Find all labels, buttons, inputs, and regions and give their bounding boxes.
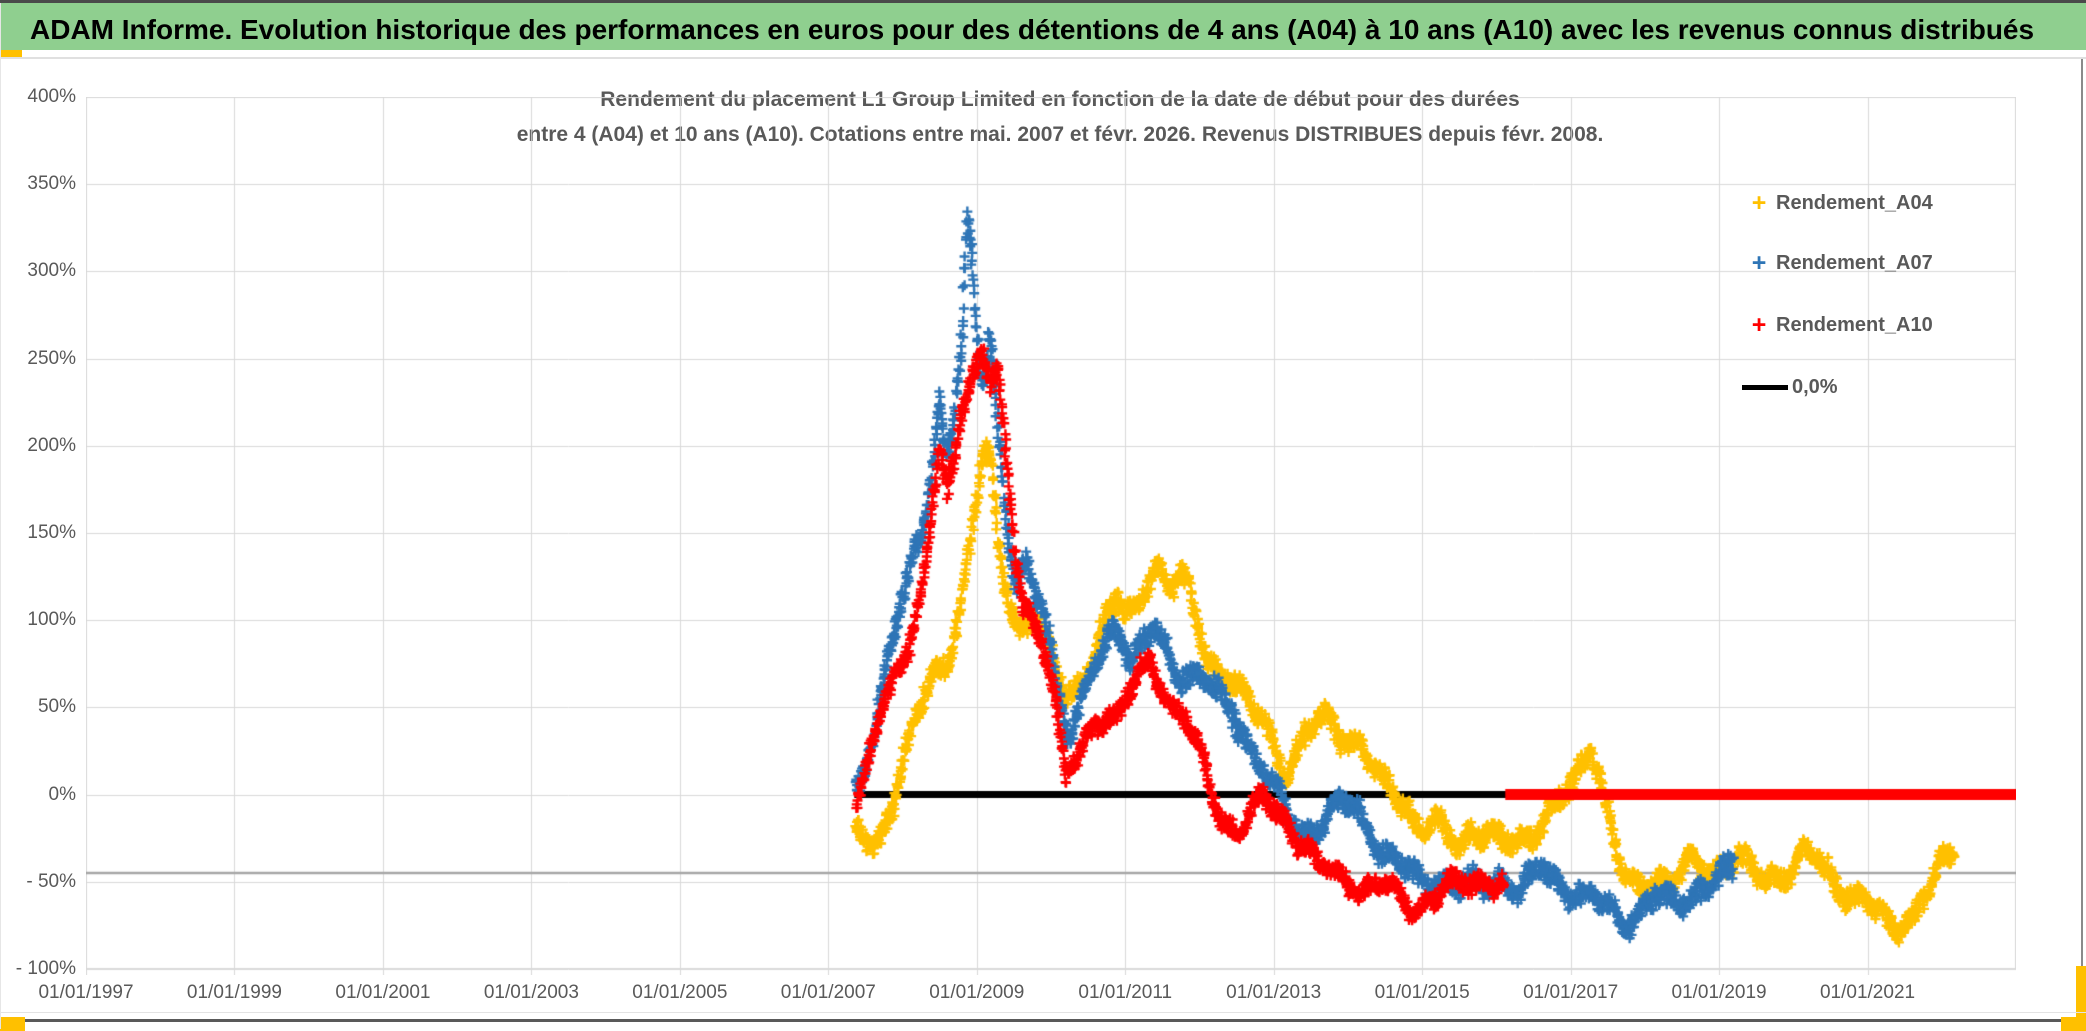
- window-top-edge: [0, 0, 2086, 3]
- gold-corner-tab: [0, 50, 22, 57]
- y-axis-label: 350%: [27, 173, 76, 195]
- plot-area[interactable]: [86, 97, 2016, 975]
- legend-label: Rendement_A07: [1776, 251, 1933, 274]
- plus-marker-icon: +: [1751, 311, 1767, 339]
- x-axis-label: 01/01/2013: [1226, 982, 1322, 1003]
- y-axis-label: - 100%: [15, 958, 76, 979]
- y-axis-label: - 50%: [26, 870, 76, 892]
- y-axis-label: 300%: [27, 260, 76, 282]
- x-axis-label: 01/01/2019: [1671, 982, 1767, 1003]
- y-axis-label: 400%: [27, 86, 76, 107]
- legend-label: Rendement_A10: [1776, 313, 1933, 336]
- plus-marker-icon: +: [1751, 249, 1767, 277]
- header-title: ADAM Informe. Evolution historique des p…: [30, 14, 2035, 45]
- y-axis-label: 0%: [48, 783, 76, 805]
- bottom-light-rule: [0, 1012, 2086, 1013]
- x-axis-label: 01/01/2011: [1078, 982, 1173, 1003]
- x-axis-label: 01/01/2015: [1374, 982, 1470, 1003]
- y-axis-label: 100%: [27, 609, 76, 631]
- y-axis-label: 50%: [37, 696, 76, 718]
- right-gold-bar: [2076, 966, 2086, 1031]
- x-axis-label: 01/01/2009: [929, 982, 1025, 1003]
- header-divider: [0, 57, 2086, 59]
- legend-item-a10[interactable]: + Rendement_A10: [1742, 310, 1933, 340]
- legend-label: Rendement_A04: [1776, 191, 1933, 214]
- header-bar: ADAM Informe. Evolution historique des p…: [0, 3, 2086, 50]
- y-axis-label: 200%: [27, 434, 76, 456]
- x-axis-label: 01/01/2021: [1819, 982, 1916, 1003]
- window-right-border: [2081, 59, 2083, 967]
- bottom-dark-rule: [25, 1019, 2063, 1022]
- window-left-edge: [0, 3, 1, 1029]
- bottom-right-gold-corner: [2061, 1017, 2086, 1031]
- x-axis-label: 01/01/2007: [780, 982, 876, 1003]
- x-axis-label: 01/01/2003: [483, 982, 579, 1003]
- x-axis-label: 01/01/2001: [335, 982, 431, 1003]
- y-axis-label: 150%: [27, 522, 76, 543]
- legend-label: 0,0%: [1792, 375, 1838, 398]
- x-axis-label: 01/01/1999: [186, 982, 282, 1003]
- x-axis-label: 01/01/2005: [632, 982, 728, 1003]
- x-axis-label: 01/01/2017: [1523, 982, 1619, 1003]
- y-axis-label: 250%: [27, 347, 76, 369]
- legend-item-a07[interactable]: + Rendement_A07: [1742, 248, 1933, 278]
- plus-marker-icon: +: [1751, 189, 1767, 217]
- x-axis-label: 01/01/1997: [38, 982, 134, 1003]
- bottom-left-gold-corner: [0, 1017, 25, 1031]
- legend-item-a04[interactable]: + Rendement_A04: [1742, 188, 1933, 218]
- line-swatch-icon: [1742, 384, 1788, 390]
- legend-item-zero-line[interactable]: 0,0%: [1742, 372, 1838, 402]
